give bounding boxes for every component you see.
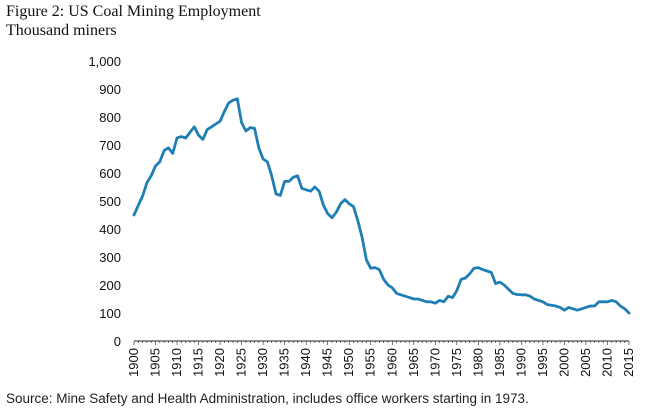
- x-axis-tick-marks: [133, 341, 630, 345]
- y-tick-label: 1,000: [88, 54, 121, 69]
- x-tick-label: 1985: [492, 348, 507, 377]
- x-tick-label: 1980: [470, 348, 485, 377]
- y-tick-label: 500: [99, 194, 121, 209]
- x-tick-label: 1935: [277, 348, 292, 377]
- x-tick-label: 1995: [535, 348, 550, 377]
- y-tick-label: 0: [114, 334, 121, 349]
- x-tick-label: 1970: [427, 348, 442, 377]
- x-tick-label: 1945: [320, 348, 335, 377]
- y-tick-label: 200: [99, 278, 121, 293]
- x-axis-tick-labels: 1900 1905 1910 1915 1920 1925 1930 1935 1940 1945…: [126, 348, 636, 377]
- y-tick-label: 100: [99, 306, 121, 321]
- x-tick-label: 1940: [298, 348, 313, 377]
- x-tick-label: 1975: [449, 348, 464, 377]
- x-tick-label: 1960: [384, 348, 399, 377]
- y-tick-label: 400: [99, 222, 121, 237]
- y-tick-label: 900: [99, 82, 121, 97]
- x-tick-label: 1910: [169, 348, 184, 377]
- source-note: Source: Mine Safety and Health Administr…: [6, 391, 529, 406]
- x-tick-label: 1990: [513, 348, 528, 377]
- x-tick-label: 1930: [255, 348, 270, 377]
- y-tick-label: 700: [99, 138, 121, 153]
- x-tick-label: 1905: [148, 348, 163, 377]
- x-tick-label: 1920: [212, 348, 227, 377]
- x-tick-label: 2000: [556, 348, 571, 377]
- y-tick-label: 800: [99, 110, 121, 125]
- y-tick-label: 600: [99, 166, 121, 181]
- x-tick-label: 1900: [126, 348, 141, 377]
- y-axis-tick-labels: 0 100 200 300 400 500 600 700 800 900 1,000: [88, 54, 121, 349]
- x-tick-label: 2015: [621, 348, 636, 377]
- x-tick-label: 2005: [578, 348, 593, 377]
- y-tick-label: 300: [99, 250, 121, 265]
- x-tick-label: 1955: [363, 348, 378, 377]
- chart-title: Figure 2: US Coal Mining Employment: [6, 3, 261, 20]
- x-tick-label: 1915: [191, 348, 206, 377]
- x-tick-label: 1925: [234, 348, 249, 377]
- x-tick-label: 2010: [599, 348, 614, 377]
- employment-series-line: [132, 97, 631, 315]
- x-tick-label: 1950: [341, 348, 356, 377]
- chart-subtitle: Thousand miners: [6, 22, 117, 39]
- x-tick-label: 1965: [406, 348, 421, 377]
